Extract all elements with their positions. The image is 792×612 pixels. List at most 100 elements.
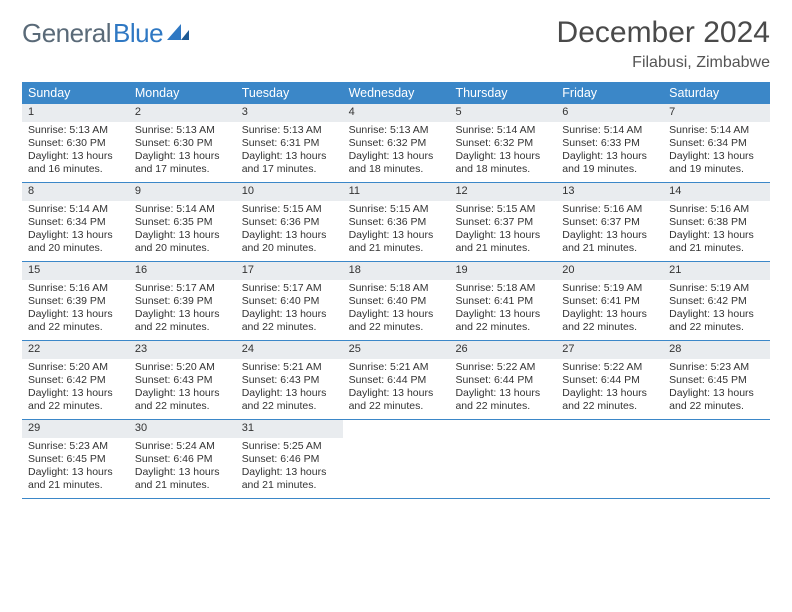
sunrise-line: Sunrise: 5:13 AM bbox=[349, 124, 444, 137]
sunrise-line: Sunrise: 5:13 AM bbox=[242, 124, 337, 137]
day-info: Sunrise: 5:22 AMSunset: 6:44 PMDaylight:… bbox=[449, 361, 556, 414]
weekday-header: Sunday bbox=[22, 82, 129, 104]
daylight-line: Daylight: 13 hours and 21 minutes. bbox=[242, 466, 337, 492]
day-cell: 16Sunrise: 5:17 AMSunset: 6:39 PMDayligh… bbox=[129, 262, 236, 340]
sunrise-line: Sunrise: 5:16 AM bbox=[669, 203, 764, 216]
day-info: Sunrise: 5:15 AMSunset: 6:36 PMDaylight:… bbox=[236, 203, 343, 256]
sunrise-line: Sunrise: 5:23 AM bbox=[28, 440, 123, 453]
day-cell: 3 Sunrise: 5:13 AMSunset: 6:31 PMDaylight… bbox=[236, 104, 343, 182]
daylight-line: Daylight: 13 hours and 22 minutes. bbox=[135, 387, 230, 413]
daylight-line: Daylight: 13 hours and 22 minutes. bbox=[455, 308, 550, 334]
day-info: Sunrise: 5:14 AMSunset: 6:35 PMDaylight:… bbox=[129, 203, 236, 256]
week-row: 29Sunrise: 5:23 AMSunset: 6:45 PMDayligh… bbox=[22, 420, 770, 499]
sunset-line: Sunset: 6:33 PM bbox=[562, 137, 657, 150]
day-info: Sunrise: 5:18 AMSunset: 6:41 PMDaylight:… bbox=[449, 282, 556, 335]
sunset-line: Sunset: 6:42 PM bbox=[669, 295, 764, 308]
day-cell: 31Sunrise: 5:25 AMSunset: 6:46 PMDayligh… bbox=[236, 420, 343, 498]
daylight-line: Daylight: 13 hours and 22 minutes. bbox=[562, 308, 657, 334]
day-info: Sunrise: 5:23 AMSunset: 6:45 PMDaylight:… bbox=[663, 361, 770, 414]
day-info: Sunrise: 5:16 AMSunset: 6:37 PMDaylight:… bbox=[556, 203, 663, 256]
daylight-line: Daylight: 13 hours and 22 minutes. bbox=[135, 308, 230, 334]
day-cell: 18Sunrise: 5:18 AMSunset: 6:40 PMDayligh… bbox=[343, 262, 450, 340]
day-info: Sunrise: 5:14 AMSunset: 6:33 PMDaylight:… bbox=[556, 124, 663, 177]
daylight-line: Daylight: 13 hours and 17 minutes. bbox=[242, 150, 337, 176]
sunset-line: Sunset: 6:40 PM bbox=[349, 295, 444, 308]
day-number: 1 bbox=[22, 104, 129, 122]
sunrise-line: Sunrise: 5:14 AM bbox=[455, 124, 550, 137]
day-number: 9 bbox=[129, 183, 236, 201]
sunrise-line: Sunrise: 5:16 AM bbox=[562, 203, 657, 216]
sunrise-line: Sunrise: 5:21 AM bbox=[242, 361, 337, 374]
day-info: Sunrise: 5:14 AMSunset: 6:34 PMDaylight:… bbox=[663, 124, 770, 177]
sunset-line: Sunset: 6:45 PM bbox=[28, 453, 123, 466]
day-cell: 2 Sunrise: 5:13 AMSunset: 6:30 PMDaylight… bbox=[129, 104, 236, 182]
daylight-line: Daylight: 13 hours and 22 minutes. bbox=[242, 387, 337, 413]
day-info: Sunrise: 5:17 AMSunset: 6:40 PMDaylight:… bbox=[236, 282, 343, 335]
day-number: 14 bbox=[663, 183, 770, 201]
empty-cell bbox=[449, 420, 556, 498]
sunset-line: Sunset: 6:44 PM bbox=[349, 374, 444, 387]
day-number: 31 bbox=[236, 420, 343, 438]
day-number: 2 bbox=[129, 104, 236, 122]
daylight-line: Daylight: 13 hours and 21 minutes. bbox=[135, 466, 230, 492]
sunset-line: Sunset: 6:42 PM bbox=[28, 374, 123, 387]
daylight-line: Daylight: 13 hours and 20 minutes. bbox=[242, 229, 337, 255]
sunset-line: Sunset: 6:34 PM bbox=[669, 137, 764, 150]
sunset-line: Sunset: 6:31 PM bbox=[242, 137, 337, 150]
daylight-line: Daylight: 13 hours and 21 minutes. bbox=[669, 229, 764, 255]
sunset-line: Sunset: 6:37 PM bbox=[455, 216, 550, 229]
sunrise-line: Sunrise: 5:20 AM bbox=[28, 361, 123, 374]
day-number: 4 bbox=[343, 104, 450, 122]
week-row: 8Sunrise: 5:14 AMSunset: 6:34 PMDaylight… bbox=[22, 183, 770, 262]
sunset-line: Sunset: 6:38 PM bbox=[669, 216, 764, 229]
day-info: Sunrise: 5:22 AMSunset: 6:44 PMDaylight:… bbox=[556, 361, 663, 414]
day-number: 30 bbox=[129, 420, 236, 438]
sunrise-line: Sunrise: 5:17 AM bbox=[242, 282, 337, 295]
weekday-header-row: SundayMondayTuesdayWednesdayThursdayFrid… bbox=[22, 82, 770, 104]
sunset-line: Sunset: 6:44 PM bbox=[455, 374, 550, 387]
sunset-line: Sunset: 6:43 PM bbox=[242, 374, 337, 387]
day-cell: 1Sunrise: 5:13 AMSunset: 6:30 PMDaylight… bbox=[22, 104, 129, 182]
sunset-line: Sunset: 6:41 PM bbox=[455, 295, 550, 308]
day-info: Sunrise: 5:13 AMSunset: 6:30 PMDaylight:… bbox=[129, 124, 236, 177]
daylight-line: Daylight: 13 hours and 22 minutes. bbox=[349, 387, 444, 413]
day-cell: 23Sunrise: 5:20 AMSunset: 6:43 PMDayligh… bbox=[129, 341, 236, 419]
day-number: 19 bbox=[449, 262, 556, 280]
sunrise-line: Sunrise: 5:22 AM bbox=[455, 361, 550, 374]
sunrise-line: Sunrise: 5:15 AM bbox=[349, 203, 444, 216]
daylight-line: Daylight: 13 hours and 22 minutes. bbox=[455, 387, 550, 413]
title-block: December 2024 Filabusi, Zimbabwe bbox=[557, 18, 770, 72]
week-row: 22Sunrise: 5:20 AMSunset: 6:42 PMDayligh… bbox=[22, 341, 770, 420]
day-cell: 6 Sunrise: 5:14 AMSunset: 6:33 PMDaylight… bbox=[556, 104, 663, 182]
day-cell: 4Sunrise: 5:13 AMSunset: 6:32 PMDaylight… bbox=[343, 104, 450, 182]
day-number: 21 bbox=[663, 262, 770, 280]
day-cell: 7Sunrise: 5:14 AMSunset: 6:34 PMDaylight… bbox=[663, 104, 770, 182]
weekday-header: Saturday bbox=[663, 82, 770, 104]
daylight-line: Daylight: 13 hours and 19 minutes. bbox=[669, 150, 764, 176]
sunrise-line: Sunrise: 5:15 AM bbox=[242, 203, 337, 216]
day-number: 6 bbox=[556, 104, 663, 122]
day-number: 16 bbox=[129, 262, 236, 280]
sunrise-line: Sunrise: 5:14 AM bbox=[135, 203, 230, 216]
day-number: 26 bbox=[449, 341, 556, 359]
day-cell: 29Sunrise: 5:23 AMSunset: 6:45 PMDayligh… bbox=[22, 420, 129, 498]
day-info: Sunrise: 5:14 AMSunset: 6:34 PMDaylight:… bbox=[22, 203, 129, 256]
day-number: 3 bbox=[236, 104, 343, 122]
day-cell: 21 Sunrise: 5:19 AMSunset: 6:42 PMDayligh… bbox=[663, 262, 770, 340]
daylight-line: Daylight: 13 hours and 22 minutes. bbox=[562, 387, 657, 413]
day-cell: 20Sunrise: 5:19 AMSunset: 6:41 PMDayligh… bbox=[556, 262, 663, 340]
sunset-line: Sunset: 6:46 PM bbox=[242, 453, 337, 466]
day-number: 27 bbox=[556, 341, 663, 359]
sunset-line: Sunset: 6:40 PM bbox=[242, 295, 337, 308]
day-number: 11 bbox=[343, 183, 450, 201]
sunrise-line: Sunrise: 5:23 AM bbox=[669, 361, 764, 374]
day-cell: 10Sunrise: 5:15 AMSunset: 6:36 PMDayligh… bbox=[236, 183, 343, 261]
daylight-line: Daylight: 13 hours and 20 minutes. bbox=[28, 229, 123, 255]
daylight-line: Daylight: 13 hours and 21 minutes. bbox=[349, 229, 444, 255]
day-info: Sunrise: 5:19 AMSunset: 6:42 PMDaylight:… bbox=[663, 282, 770, 335]
daylight-line: Daylight: 13 hours and 17 minutes. bbox=[135, 150, 230, 176]
day-cell: 28Sunrise: 5:23 AMSunset: 6:45 PMDayligh… bbox=[663, 341, 770, 419]
sunset-line: Sunset: 6:44 PM bbox=[562, 374, 657, 387]
empty-cell bbox=[343, 420, 450, 498]
brand-logo: GeneralBlue bbox=[22, 18, 195, 49]
